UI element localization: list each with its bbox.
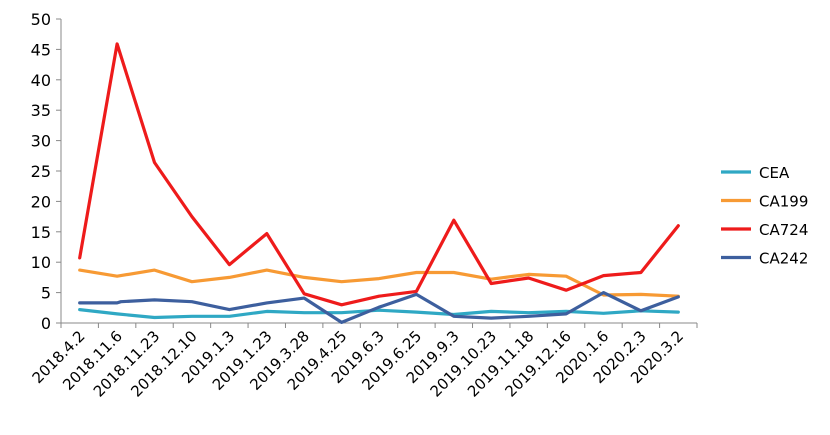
y-tick-label: 50 bbox=[31, 10, 51, 29]
y-tick-label: 30 bbox=[31, 132, 51, 151]
y-tick-label: 35 bbox=[31, 101, 51, 120]
series-line-ca242 bbox=[78, 291, 680, 324]
y-tick-label: 5 bbox=[41, 284, 51, 303]
series-line-ca199 bbox=[78, 268, 680, 298]
legend-label: CEA bbox=[759, 164, 790, 182]
y-tick-label: 25 bbox=[31, 162, 51, 181]
y-tick-label: 20 bbox=[31, 192, 51, 211]
legend-label: CA199 bbox=[759, 193, 808, 211]
series-lines bbox=[78, 42, 680, 324]
x-axis-ticks: 2018.4.22018.11.62018.11.232018.12.10201… bbox=[29, 323, 698, 401]
y-tick-label: 15 bbox=[31, 223, 51, 242]
legend: CEA CA199 CA724 CA242 bbox=[721, 164, 808, 268]
y-axis-ticks: 0 5 10 15 20 25 30 35 40 45 50 bbox=[31, 10, 61, 333]
y-tick-label: 10 bbox=[31, 253, 51, 272]
legend-label: CA724 bbox=[759, 221, 808, 239]
y-tick-label: 40 bbox=[31, 71, 51, 90]
y-tick-label: 45 bbox=[31, 40, 51, 59]
legend-label: CA242 bbox=[759, 250, 808, 268]
series-line-ca724 bbox=[78, 42, 680, 307]
series-line-cea bbox=[78, 308, 680, 320]
y-tick-label: 0 bbox=[41, 314, 51, 333]
